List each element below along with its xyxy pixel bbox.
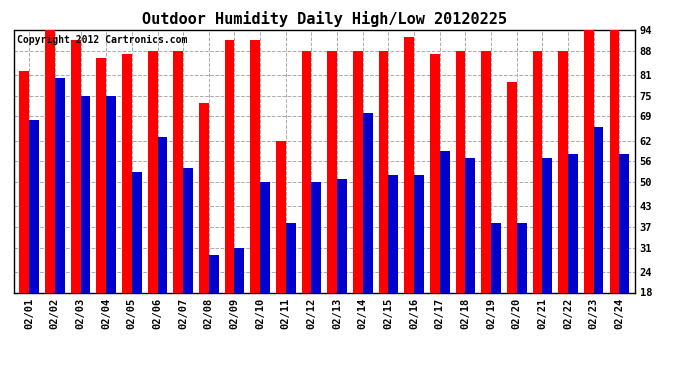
Bar (250, 40, 260, 292)
Bar (491, 224, 501, 292)
Bar (507, 82, 517, 292)
Bar (157, 137, 167, 292)
Bar (430, 54, 440, 292)
Bar (199, 102, 209, 292)
Bar (260, 182, 270, 292)
Bar (276, 141, 286, 292)
Bar (353, 51, 363, 292)
Bar (440, 151, 449, 292)
Text: Copyright 2012 Cartronics.com: Copyright 2012 Cartronics.com (17, 35, 187, 45)
Bar (620, 154, 629, 292)
Bar (363, 113, 373, 292)
Bar (183, 168, 193, 292)
Bar (132, 172, 141, 292)
Bar (55, 78, 65, 292)
Bar (81, 96, 90, 292)
Bar (404, 37, 414, 292)
Bar (302, 51, 311, 292)
Title: Outdoor Humidity Daily High/Low 20120225: Outdoor Humidity Daily High/Low 20120225 (142, 12, 506, 27)
Bar (29, 120, 39, 292)
Bar (542, 158, 552, 292)
Bar (610, 30, 620, 292)
Bar (388, 175, 398, 292)
Bar (584, 30, 593, 292)
Bar (337, 178, 347, 292)
Bar (71, 40, 81, 292)
Bar (482, 51, 491, 292)
Bar (414, 175, 424, 292)
Bar (209, 255, 219, 292)
Bar (173, 51, 183, 292)
Bar (148, 51, 157, 292)
Bar (235, 248, 244, 292)
Bar (311, 182, 322, 292)
Bar (558, 51, 568, 292)
Bar (122, 54, 132, 292)
Bar (45, 30, 55, 292)
Bar (19, 72, 29, 292)
Bar (533, 51, 542, 292)
Bar (517, 224, 526, 292)
Bar (466, 158, 475, 292)
Bar (225, 40, 235, 292)
Bar (379, 51, 388, 292)
Bar (455, 51, 466, 292)
Bar (568, 154, 578, 292)
Bar (286, 224, 295, 292)
Bar (327, 51, 337, 292)
Bar (593, 127, 604, 292)
Bar (97, 58, 106, 292)
Bar (106, 96, 116, 292)
